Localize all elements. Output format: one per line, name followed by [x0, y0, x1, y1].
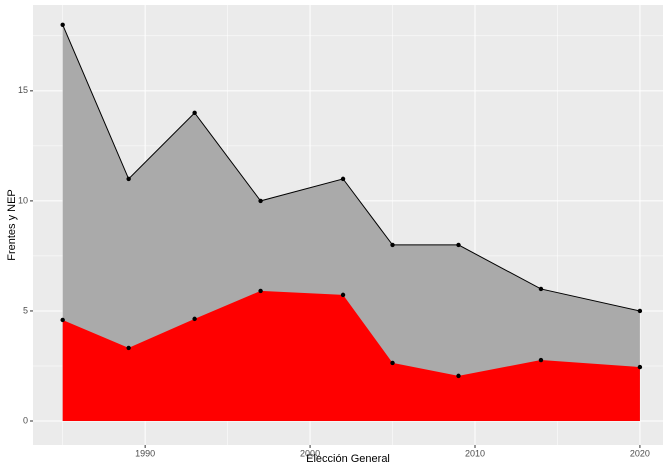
y-tick-label: 5 [23, 305, 28, 315]
point [60, 22, 65, 28]
point [340, 176, 346, 182]
point [390, 242, 395, 248]
point [60, 317, 65, 323]
x-tick-label: 2020 [630, 448, 650, 458]
y-tick-label: 0 [23, 415, 28, 425]
point [192, 110, 197, 116]
y-tick-label: 15 [18, 85, 28, 95]
x-axis-title: Elección General [306, 453, 390, 465]
point [637, 308, 643, 314]
y-axis-title: Frentes y NEP [6, 189, 18, 261]
y-tick-label: 10 [18, 195, 28, 205]
point [637, 364, 643, 370]
area [62, 290, 640, 422]
point [258, 288, 263, 294]
point [258, 198, 263, 204]
x-tick-label: 2010 [465, 448, 485, 458]
x-tick-label: 2000 [300, 448, 320, 458]
point [126, 176, 131, 182]
point [340, 292, 346, 298]
point [538, 286, 544, 292]
point [390, 360, 395, 366]
point [456, 373, 461, 379]
point [538, 357, 544, 363]
x-tick-label: 1990 [135, 448, 155, 458]
point [456, 242, 461, 248]
point [192, 316, 197, 322]
point [126, 345, 131, 351]
